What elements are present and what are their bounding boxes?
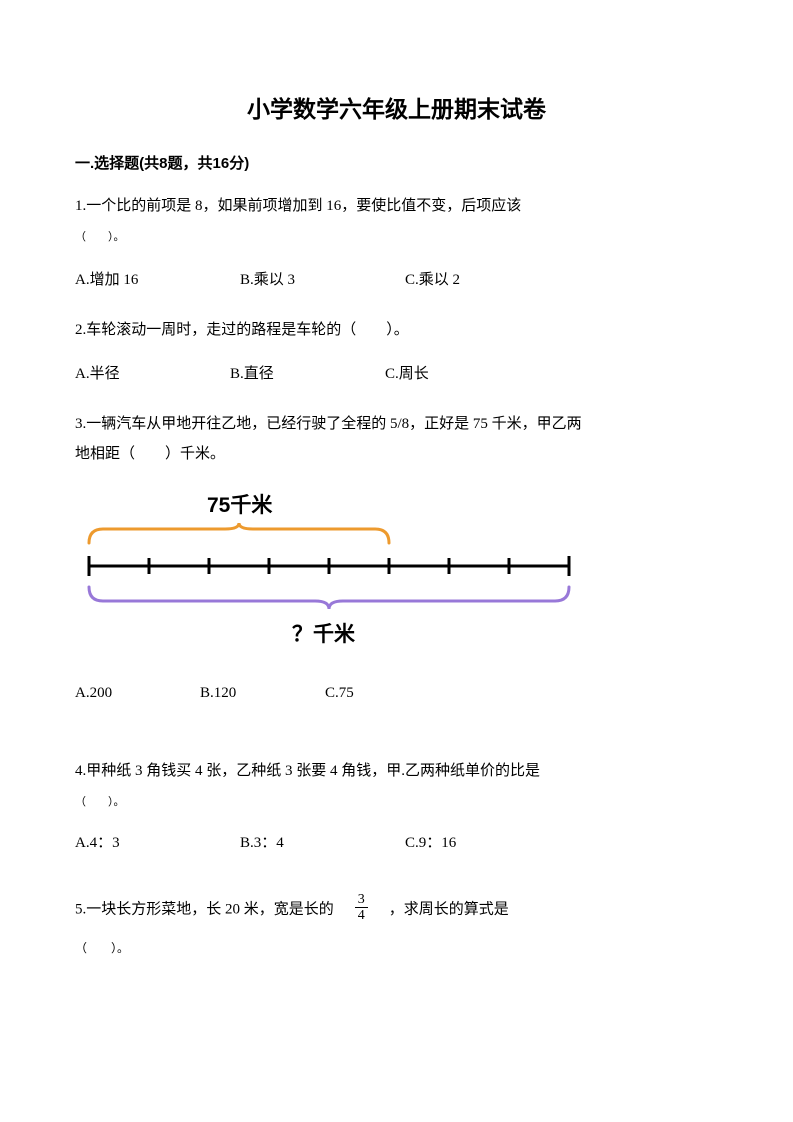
- q4-option-a: A.4：3: [75, 828, 240, 858]
- q4-line1: 4.甲种纸 3 角钱买 4 张，乙种纸 3 张要 4 角钱，甲.乙两种纸单价的比…: [75, 763, 540, 779]
- question-3-options-wrap: A.200 B.120 C.75: [75, 678, 718, 708]
- q1-blank: （ ）。: [75, 231, 125, 243]
- q3-line1: 3.一辆汽车从甲地开往乙地，已经行驶了全程的 5/8，正好是 75 千米，甲乙两: [75, 409, 718, 439]
- q1-options: A.增加 16 B.乘以 3 C.乘以 2: [75, 265, 718, 295]
- q5-text: 5.一块长方形菜地，长 20 米，宽是长的 34 ，求周长的算式是: [75, 894, 718, 926]
- q1-text: 1.一个比的前项是 8，如果前项增加到 16，要使比值不变，后项应该 （ ）。: [75, 191, 718, 251]
- q5-text2: ，求周长的算式是: [374, 901, 509, 917]
- q5-blank: （ ）。: [75, 936, 718, 960]
- q4-option-b: B.3：4: [240, 828, 405, 858]
- q3-options: A.200 B.120 C.75: [75, 678, 718, 708]
- q4-text: 4.甲种纸 3 角钱买 4 张，乙种纸 3 张要 4 角钱，甲.乙两种纸单价的比…: [75, 756, 718, 816]
- q2-option-a: A.半径: [75, 359, 230, 389]
- spacer: [75, 816, 718, 828]
- q1-option-b: B.乘以 3: [240, 265, 405, 295]
- q2-option-b: B.直径: [230, 359, 385, 389]
- page-title: 小学数学六年级上册期末试卷: [75, 90, 718, 124]
- q3-line2: 地相距（ ）千米。: [75, 439, 718, 469]
- question-2: 2.车轮滚动一周时，走过的路程是车轮的（ ）。 A.半径 B.直径 C.周长: [75, 315, 718, 389]
- spacer: [75, 878, 718, 894]
- q4-option-c: C.9：16: [405, 828, 570, 858]
- diagram-svg: [77, 521, 587, 611]
- q5-text1: 5.一块长方形菜地，长 20 米，宽是长的: [75, 901, 349, 917]
- q2-text: 2.车轮滚动一周时，走过的路程是车轮的（ ）。: [75, 315, 718, 345]
- frac-num: 3: [355, 892, 368, 908]
- q1-line1: 1.一个比的前项是 8，如果前项增加到 16，要使比值不变，后项应该: [75, 198, 521, 214]
- number-line-diagram: 75千米 ？千米: [77, 489, 718, 648]
- q1-option-c: C.乘以 2: [405, 265, 570, 295]
- q3-option-c: C.75: [325, 678, 450, 708]
- fraction-3-4: 34: [355, 892, 368, 924]
- question-3: 3.一辆汽车从甲地开往乙地，已经行驶了全程的 5/8，正好是 75 千米，甲乙两…: [75, 409, 718, 469]
- q2-options: A.半径 B.直径 C.周长: [75, 359, 718, 389]
- q3-option-b: B.120: [200, 678, 325, 708]
- question-1: 1.一个比的前项是 8，如果前项增加到 16，要使比值不变，后项应该 （ ）。 …: [75, 191, 718, 295]
- diagram-label-bottom: ？千米: [292, 618, 718, 648]
- spacer: [75, 926, 718, 936]
- section-header: 一.选择题(共8题，共16分): [75, 152, 718, 173]
- frac-den: 4: [355, 908, 368, 923]
- diagram-label-top: 75千米: [207, 489, 718, 519]
- question-5: 5.一块长方形菜地，长 20 米，宽是长的 34 ，求周长的算式是 （ ）。: [75, 894, 718, 960]
- q4-blank: （ ）。: [75, 796, 125, 808]
- q2-option-c: C.周长: [385, 359, 540, 389]
- q4-options: A.4：3 B.3：4 C.9：16: [75, 828, 718, 858]
- question-4: 4.甲种纸 3 角钱买 4 张，乙种纸 3 张要 4 角钱，甲.乙两种纸单价的比…: [75, 756, 718, 858]
- spacer: [75, 728, 718, 756]
- q3-option-a: A.200: [75, 678, 200, 708]
- q1-option-a: A.增加 16: [75, 265, 240, 295]
